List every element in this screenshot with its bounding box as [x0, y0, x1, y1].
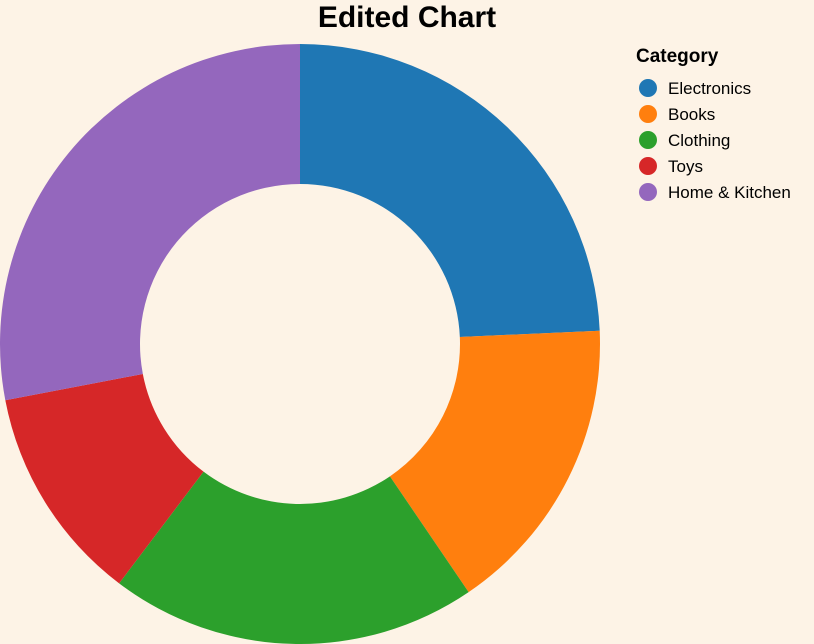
chart-title: Edited Chart: [318, 1, 496, 34]
legend-label: Toys: [668, 157, 703, 176]
legend-title: Category: [636, 46, 719, 67]
slice-clothing: [119, 471, 469, 644]
legend-swatch: [639, 105, 657, 123]
legend-swatch: [639, 183, 657, 201]
legend: Category Electronics Books Clothing Toys Hom…: [636, 46, 791, 202]
slice-books: [389, 330, 600, 593]
legend-item-home-kitchen: Home & Kitchen: [639, 183, 791, 202]
donut-slices: [0, 44, 600, 644]
legend-label: Books: [668, 105, 715, 124]
legend-label: Electronics: [668, 79, 751, 98]
legend-item-clothing: Clothing: [639, 131, 730, 150]
legend-item-electronics: Electronics: [639, 79, 751, 98]
legend-swatch: [639, 131, 657, 149]
legend-swatch: [639, 79, 657, 97]
legend-item-toys: Toys: [639, 157, 703, 176]
legend-item-books: Books: [639, 105, 715, 124]
legend-label: Clothing: [668, 131, 730, 150]
slice-toys: [5, 373, 204, 584]
legend-label: Home & Kitchen: [668, 183, 791, 202]
slice-home-kitchen: [0, 44, 300, 401]
legend-swatch: [639, 157, 657, 175]
legend-items: Electronics Books Clothing Toys Home & Kitch…: [639, 79, 791, 202]
slice-electronics: [300, 44, 600, 337]
